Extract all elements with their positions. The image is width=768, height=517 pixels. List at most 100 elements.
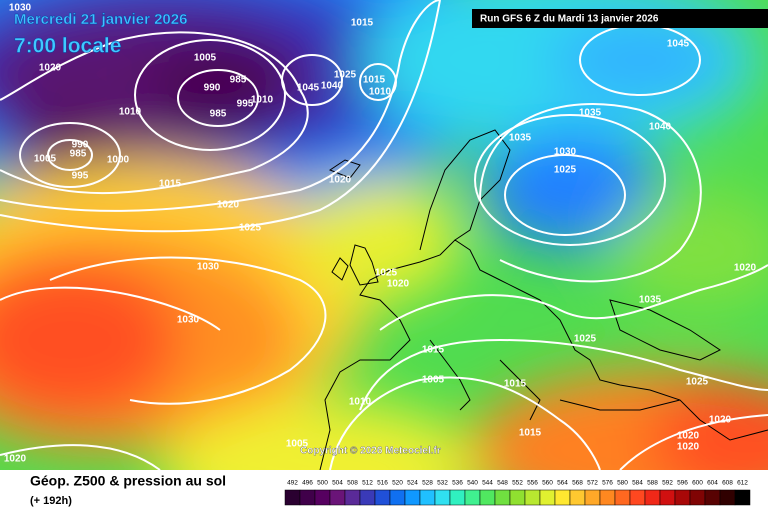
coastlines — [319, 129, 768, 470]
isobar-label: 1015 — [504, 379, 527, 390]
legend-swatch — [629, 489, 646, 506]
isobar-label: 1035 — [639, 295, 662, 306]
isobar-label: 1015 — [159, 179, 182, 190]
legend-swatch — [524, 489, 541, 506]
isobar-label: 1025 — [375, 268, 398, 279]
isobar-label: 1020 — [734, 263, 757, 274]
run-info: Run GFS 6 Z du Mardi 13 janvier 2026 — [480, 14, 659, 25]
legend-label: 564 — [557, 480, 568, 487]
legend-swatch — [479, 489, 496, 506]
legend-swatch — [404, 489, 421, 506]
isobar-label: 1020 — [329, 175, 352, 186]
legend-swatch — [644, 489, 661, 506]
legend-swatch — [284, 489, 301, 506]
legend-label: 524 — [407, 480, 418, 487]
isobar-label: 1030 — [177, 315, 200, 326]
isobar-lines — [0, 0, 768, 470]
legend-label: 576 — [602, 480, 613, 487]
legend-swatch — [419, 489, 436, 506]
isobar-label: 1015 — [351, 18, 374, 29]
isobar-label: 1020 — [677, 431, 700, 442]
legend-label: 536 — [452, 480, 463, 487]
isobar-label: 1035 — [509, 133, 532, 144]
isobar-label: 1030 — [197, 262, 220, 273]
legend-swatch — [584, 489, 601, 506]
footer-title: Géop. Z500 & pression au sol — [30, 473, 226, 489]
legend-swatch — [614, 489, 631, 506]
isobar-label: 1010 — [369, 87, 392, 98]
legend-swatch — [314, 489, 331, 506]
legend-swatch — [374, 489, 391, 506]
isobar-label: 1040 — [649, 122, 672, 133]
isobar-label: 985 — [210, 109, 227, 120]
legend-label: 580 — [617, 480, 628, 487]
legend-label: 504 — [332, 480, 343, 487]
legend-swatch — [299, 489, 316, 506]
legend-swatch — [359, 489, 376, 506]
copyright: Copyright © 2026 Meteociel.fr — [300, 446, 441, 457]
legend-swatch — [494, 489, 511, 506]
isobar-label: 1040 — [321, 81, 344, 92]
isobar-label: 1005 — [34, 154, 57, 165]
legend-label: 612 — [737, 480, 748, 487]
isobar-label: 1025 — [686, 377, 709, 388]
isobar-label: 1020 — [4, 454, 27, 465]
isobar-label: 1025 — [574, 334, 597, 345]
legend-label: 608 — [722, 480, 733, 487]
legend-label: 568 — [572, 480, 583, 487]
isobar-label: 1025 — [239, 223, 262, 234]
legend-swatch — [659, 489, 676, 506]
footer-subtitle: (+ 192h) — [30, 495, 72, 507]
isobar-label: 1010 — [119, 107, 142, 118]
legend-swatch — [719, 489, 736, 506]
isobar-label: 1015 — [519, 428, 542, 439]
legend-label: 528 — [422, 480, 433, 487]
isobar-label: 1015 — [363, 75, 386, 86]
isobar-label: 995 — [237, 99, 254, 110]
isobar-label: 1020 — [39, 63, 62, 74]
legend-label: 516 — [377, 480, 388, 487]
isobar-label: 1025 — [554, 165, 577, 176]
legend-label: 600 — [692, 480, 703, 487]
legend-label: 512 — [362, 480, 373, 487]
legend-swatch — [389, 489, 406, 506]
isobar-label: 1010 — [349, 397, 372, 408]
legend-label: 596 — [677, 480, 688, 487]
isobar-label: 1020 — [387, 279, 410, 290]
legend-swatch — [674, 489, 691, 506]
legend-swatch — [554, 489, 571, 506]
isobar-label: 1020 — [217, 200, 240, 211]
legend-label: 588 — [647, 480, 658, 487]
legend-swatch — [449, 489, 466, 506]
legend-swatch — [569, 489, 586, 506]
isobar-label: 1005 — [194, 53, 217, 64]
legend-label: 584 — [632, 480, 643, 487]
legend-label: 552 — [512, 480, 523, 487]
isobar-label: 1000 — [107, 155, 130, 166]
legend-swatch — [329, 489, 346, 506]
legend-label: 540 — [467, 480, 478, 487]
isobar-label: 1035 — [579, 108, 602, 119]
legend-swatch — [509, 489, 526, 506]
legend-label: 532 — [437, 480, 448, 487]
isobar-label: 1020 — [709, 415, 732, 426]
legend-label: 572 — [587, 480, 598, 487]
legend-label: 604 — [707, 480, 718, 487]
isobar-label: 1015 — [422, 345, 445, 356]
legend-swatch — [599, 489, 616, 506]
isobar-labels: 1030102010059859909959851010101099098510… — [4, 3, 757, 465]
legend-label: 548 — [497, 480, 508, 487]
isobar-label: 1010 — [251, 95, 274, 106]
isobar-label: 1045 — [297, 83, 320, 94]
legend-label: 508 — [347, 480, 358, 487]
run-box — [472, 9, 768, 28]
legend-label: 520 — [392, 480, 403, 487]
legend-label: 560 — [542, 480, 553, 487]
isobar-label: 1025 — [334, 70, 357, 81]
isobar-label: 1030 — [9, 3, 32, 14]
legend-swatch — [464, 489, 481, 506]
isobar-label: 985 — [230, 75, 247, 86]
